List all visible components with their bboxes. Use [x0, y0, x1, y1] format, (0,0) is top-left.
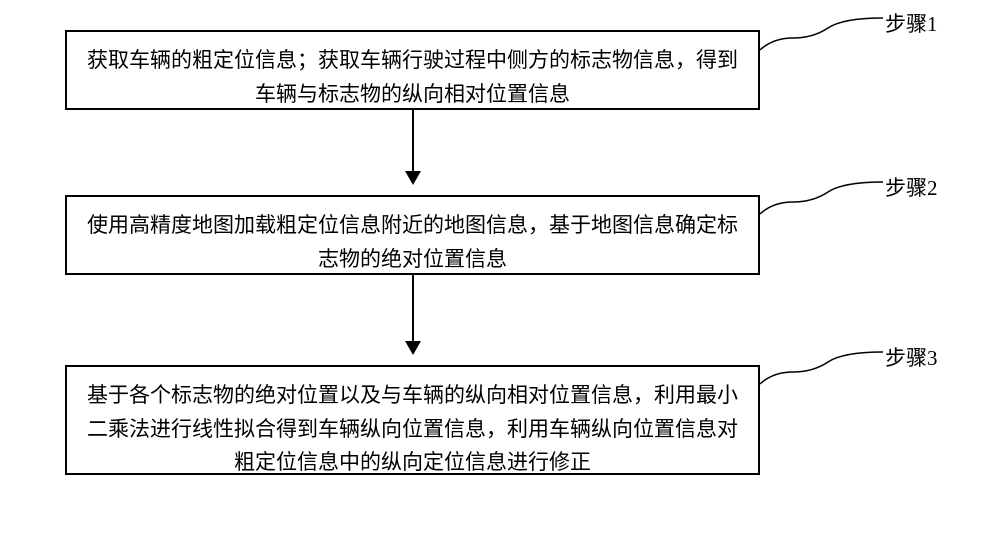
flowchart-container: 获取车辆的粗定位信息；获取车辆行驶过程中侧方的标志物信息，得到车辆与标志物的纵向… [0, 0, 1000, 544]
step-label-2: 步骤2 [885, 172, 938, 202]
step-1-text: 获取车辆的粗定位信息；获取车辆行驶过程中侧方的标志物信息，得到车辆与标志物的纵向… [87, 44, 738, 111]
step-3-text: 基于各个标志物的绝对位置以及与车辆的纵向相对位置信息，利用最小二乘法进行线性拟合… [87, 379, 738, 480]
brace-2 [758, 172, 888, 217]
step-label-3: 步骤3 [885, 342, 938, 372]
step-box-1: 获取车辆的粗定位信息；获取车辆行驶过程中侧方的标志物信息，得到车辆与标志物的纵向… [65, 30, 760, 110]
step-2-text: 使用高精度地图加载粗定位信息附近的地图信息，基于地图信息确定标志物的绝对位置信息 [87, 209, 738, 276]
arrow-2-to-3 [412, 275, 414, 353]
brace-3 [758, 342, 888, 387]
brace-1 [758, 8, 888, 53]
step-box-3: 基于各个标志物的绝对位置以及与车辆的纵向相对位置信息，利用最小二乘法进行线性拟合… [65, 365, 760, 475]
arrow-1-to-2 [412, 110, 414, 183]
step-label-1: 步骤1 [885, 8, 938, 38]
step-box-2: 使用高精度地图加载粗定位信息附近的地图信息，基于地图信息确定标志物的绝对位置信息 [65, 195, 760, 275]
